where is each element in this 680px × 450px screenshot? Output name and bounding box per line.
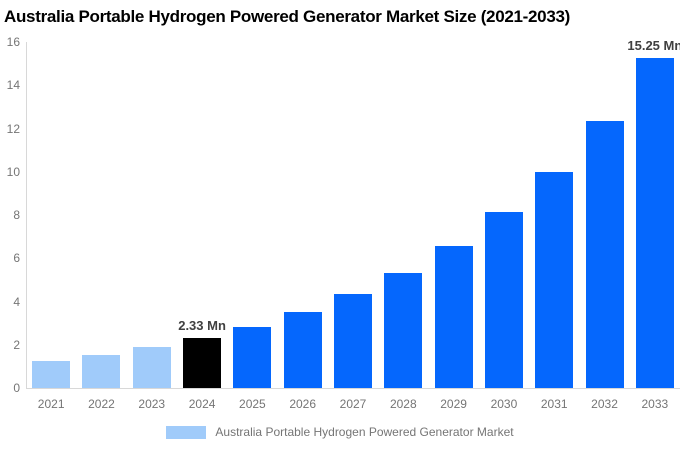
x-axis-tick-label-2031: 2031 <box>540 397 568 411</box>
bar-2033[interactable] <box>635 58 674 388</box>
y-axis-tick-label: 12 <box>6 121 20 136</box>
x-axis-tick-label-2029: 2029 <box>440 397 467 411</box>
bar-2026[interactable] <box>283 312 322 388</box>
y-axis-tick-label: 16 <box>6 35 20 49</box>
y-axis-tick-label: 10 <box>6 164 20 179</box>
x-axis-tick-label-2025: 2025 <box>239 397 266 411</box>
bar-2025[interactable] <box>233 326 272 388</box>
y-axis-tick-label: 8 <box>13 208 20 222</box>
y-axis-tick-label: 14 <box>6 78 20 93</box>
y-axis-tick-label: 0 <box>13 381 20 395</box>
x-axis-tick-label-2028: 2028 <box>389 397 417 411</box>
x-axis-tick-label-2024: 2024 <box>188 397 216 411</box>
x-axis-tick-label-2026: 2026 <box>289 397 317 411</box>
x-axis-tick-label-2027: 2027 <box>339 397 367 411</box>
x-axis-tick-label-2022: 2022 <box>88 397 115 411</box>
y-axis-line <box>26 42 27 388</box>
bar-2029[interactable] <box>434 245 473 388</box>
legend-item[interactable]: Australia Portable Hydrogen Powered Gene… <box>0 425 680 439</box>
bar-value-label-2024: 2.33 Mn <box>178 317 226 333</box>
y-axis-tick-label: 2 <box>13 337 20 352</box>
bar-2028[interactable] <box>384 272 423 388</box>
legend-swatch <box>166 425 207 439</box>
chart-title: Australia Portable Hydrogen Powered Gene… <box>4 7 571 26</box>
y-axis-tick-label: 4 <box>13 294 20 309</box>
bar-value-label-2033: 15.25 Mn <box>627 38 680 54</box>
y-axis-tick-label: 6 <box>13 251 20 266</box>
bar-2024[interactable] <box>183 337 222 388</box>
bar-2032[interactable] <box>585 120 624 388</box>
legend-label: Australia Portable Hydrogen Powered Gene… <box>215 425 514 439</box>
bar-2023[interactable] <box>132 347 171 388</box>
bar-2022[interactable] <box>82 355 121 388</box>
x-axis-tick-label-2030: 2030 <box>490 397 518 411</box>
x-axis-tick-label-2023: 2023 <box>138 397 166 411</box>
bar-2021[interactable] <box>32 360 71 388</box>
bar-2030[interactable] <box>484 212 523 388</box>
bar-2027[interactable] <box>334 294 372 388</box>
x-axis-tick-label-2021: 2021 <box>37 397 65 411</box>
x-axis-line <box>26 388 680 389</box>
x-axis-tick-label-2032: 2032 <box>591 397 618 411</box>
x-axis-tick-label-2033: 2033 <box>641 397 669 411</box>
bar-2031[interactable] <box>535 171 574 388</box>
